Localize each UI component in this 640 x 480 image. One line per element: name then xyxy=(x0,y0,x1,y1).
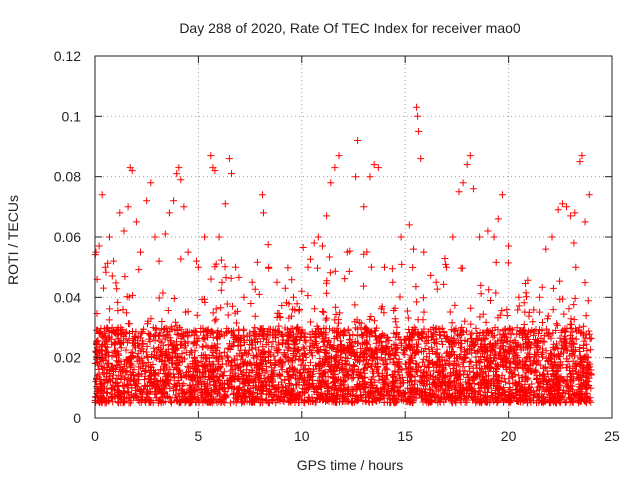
x-tick-label: 10 xyxy=(294,428,310,444)
axis-ticks: 0 5 10 15 20 25 0 0.02 0.04 0.06 0.08 0.1 0.12 xyxy=(54,48,620,444)
y-tick-label: 0.08 xyxy=(54,169,81,185)
x-axis-label: GPS time / hours xyxy=(297,457,404,473)
x-tick-label: 15 xyxy=(397,428,413,444)
y-tick-label: 0.1 xyxy=(62,108,82,124)
data-points xyxy=(91,103,595,407)
y-tick-label: 0.02 xyxy=(54,350,81,366)
x-tick-label: 0 xyxy=(91,428,99,444)
y-tick-label: 0.04 xyxy=(54,289,81,305)
scatter-markers xyxy=(91,103,595,407)
x-tick-label: 5 xyxy=(195,428,203,444)
x-tick-label: 25 xyxy=(604,428,620,444)
y-tick-label: 0.12 xyxy=(54,48,81,64)
y-tick-label: 0.06 xyxy=(54,229,81,245)
y-tick-label: 0 xyxy=(73,410,81,426)
y-axis-label: ROTI / TECUs xyxy=(5,195,21,285)
chart-title: Day 288 of 2020, Rate Of TEC Index for r… xyxy=(179,20,521,36)
grid-layer xyxy=(95,56,612,418)
x-tick-label: 20 xyxy=(501,428,517,444)
